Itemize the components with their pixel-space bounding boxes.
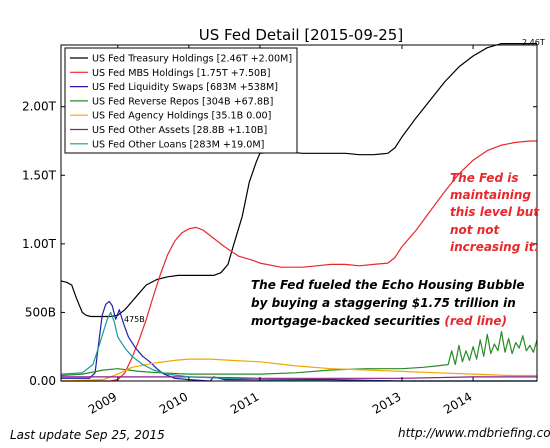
chart-title: US Fed Detail [2015-09-25] [199, 26, 403, 44]
legend-label-6: US Fed Other Assets [28.8B +1.10B] [92, 125, 267, 136]
x-tick-label-1: 2009 [86, 389, 119, 416]
y-tick-label-3: 1.00T [22, 237, 57, 251]
legend: US Fed Treasury Holdings [2.46T +2.00M] U… [64, 47, 298, 154]
y-tick-label-2: 500B [25, 305, 56, 319]
red-note-line-2: maintaining [450, 188, 531, 202]
source-url: http://www.mdbriefing.com [398, 426, 550, 440]
annotations: 2.46T 475B The Fed is maintaining this l… [124, 38, 545, 328]
series-line-6 [61, 376, 537, 379]
legend-box [64, 47, 298, 154]
legend-label-4: US Fed Reverse Repos [304B +67.8B] [92, 96, 273, 107]
red-note-line-1: The Fed is [450, 171, 518, 185]
red-note-line-5: increasing it. [450, 240, 539, 254]
x-tick-label-2: 2010 [157, 389, 190, 416]
y-tick-label-4: 1.50T [22, 168, 57, 182]
plot-frame [60, 44, 538, 382]
legend-label-2: US Fed MBS Holdings [1.75T +7.50B] [92, 68, 271, 79]
y-tick-label-5: 2.00T [22, 100, 57, 114]
main-note-line-3: mortgage-backed securities (red line) [251, 314, 507, 328]
legend-label-3: US Fed Liquidity Swaps [683M +538M] [92, 82, 278, 93]
main-note-line-1: The Fed fueled the Echo Housing Bubble [251, 278, 525, 292]
main-note-red-line-text: (red line) [444, 314, 507, 328]
x-tick-label-5: 2014 [441, 389, 474, 416]
series-line-2 [61, 140, 537, 382]
red-note-line-4: not not [450, 223, 500, 237]
x-tick-label-3: 2011 [228, 389, 261, 416]
legend-label-1: US Fed Treasury Holdings [2.46T +2.00M] [92, 54, 292, 65]
main-note-line-3-black: mortgage-backed securities [251, 314, 444, 328]
red-note: The Fed is maintaining this level but no… [450, 171, 540, 254]
series-line-5 [60, 358, 537, 382]
treasury-end-label: 2.46T [522, 38, 545, 47]
peak-label: 475B [124, 315, 145, 324]
x-tick-label-4: 2013 [370, 389, 403, 416]
main-note: The Fed fueled the Echo Housing Bubble b… [251, 278, 525, 328]
red-note-line-3: this level but [450, 205, 540, 219]
main-note-line-2: by buying a staggering $1.75 trillion in [251, 296, 516, 310]
y-tick-label-1: 0.00 [29, 374, 56, 388]
series-line-4 [60, 331, 538, 377]
last-update-text: Last update Sep 25, 2015 [10, 428, 165, 442]
legend-label-5: US Fed Agency Holdings [35.1B 0.00] [92, 111, 271, 122]
legend-label-7: US Fed Other Loans [283M +19.0M] [92, 139, 264, 150]
y-axis: 0.00 500B 1.00T 1.50T 2.00T [22, 100, 537, 388]
